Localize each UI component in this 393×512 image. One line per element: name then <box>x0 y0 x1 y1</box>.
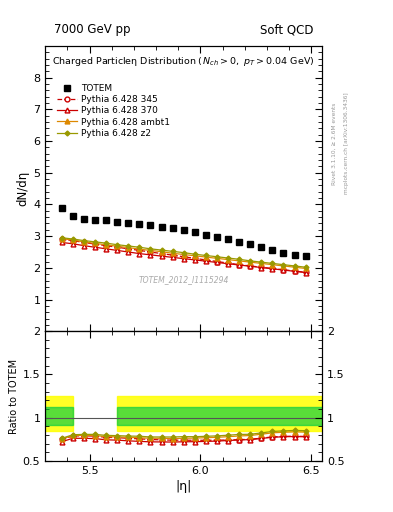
Text: Soft QCD: Soft QCD <box>261 23 314 36</box>
Text: Charged Particleη Distribution ( $N_{ch}>0,\ p_T>0.04$ GeV): Charged Particleη Distribution ( $N_{ch}… <box>53 55 315 68</box>
Y-axis label: Ratio to TOTEM: Ratio to TOTEM <box>9 358 18 434</box>
X-axis label: |η|: |η| <box>176 480 192 493</box>
Y-axis label: dN/dη: dN/dη <box>16 171 29 206</box>
Text: TOTEM_2012_I1115294: TOTEM_2012_I1115294 <box>139 275 229 284</box>
Bar <box>117 407 322 424</box>
Bar <box>117 396 322 431</box>
Legend: TOTEM, Pythia 6.428 345, Pythia 6.428 370, Pythia 6.428 ambt1, Pythia 6.428 z2: TOTEM, Pythia 6.428 345, Pythia 6.428 37… <box>55 82 172 140</box>
Text: 7000 GeV pp: 7000 GeV pp <box>53 23 130 36</box>
Text: mcplots.cern.ch [arXiv:1306.3436]: mcplots.cern.ch [arXiv:1306.3436] <box>344 93 349 194</box>
Bar <box>45 407 73 424</box>
Text: Rivet 3.1.10, ≥ 2.6M events: Rivet 3.1.10, ≥ 2.6M events <box>332 102 337 184</box>
Bar <box>45 396 73 431</box>
